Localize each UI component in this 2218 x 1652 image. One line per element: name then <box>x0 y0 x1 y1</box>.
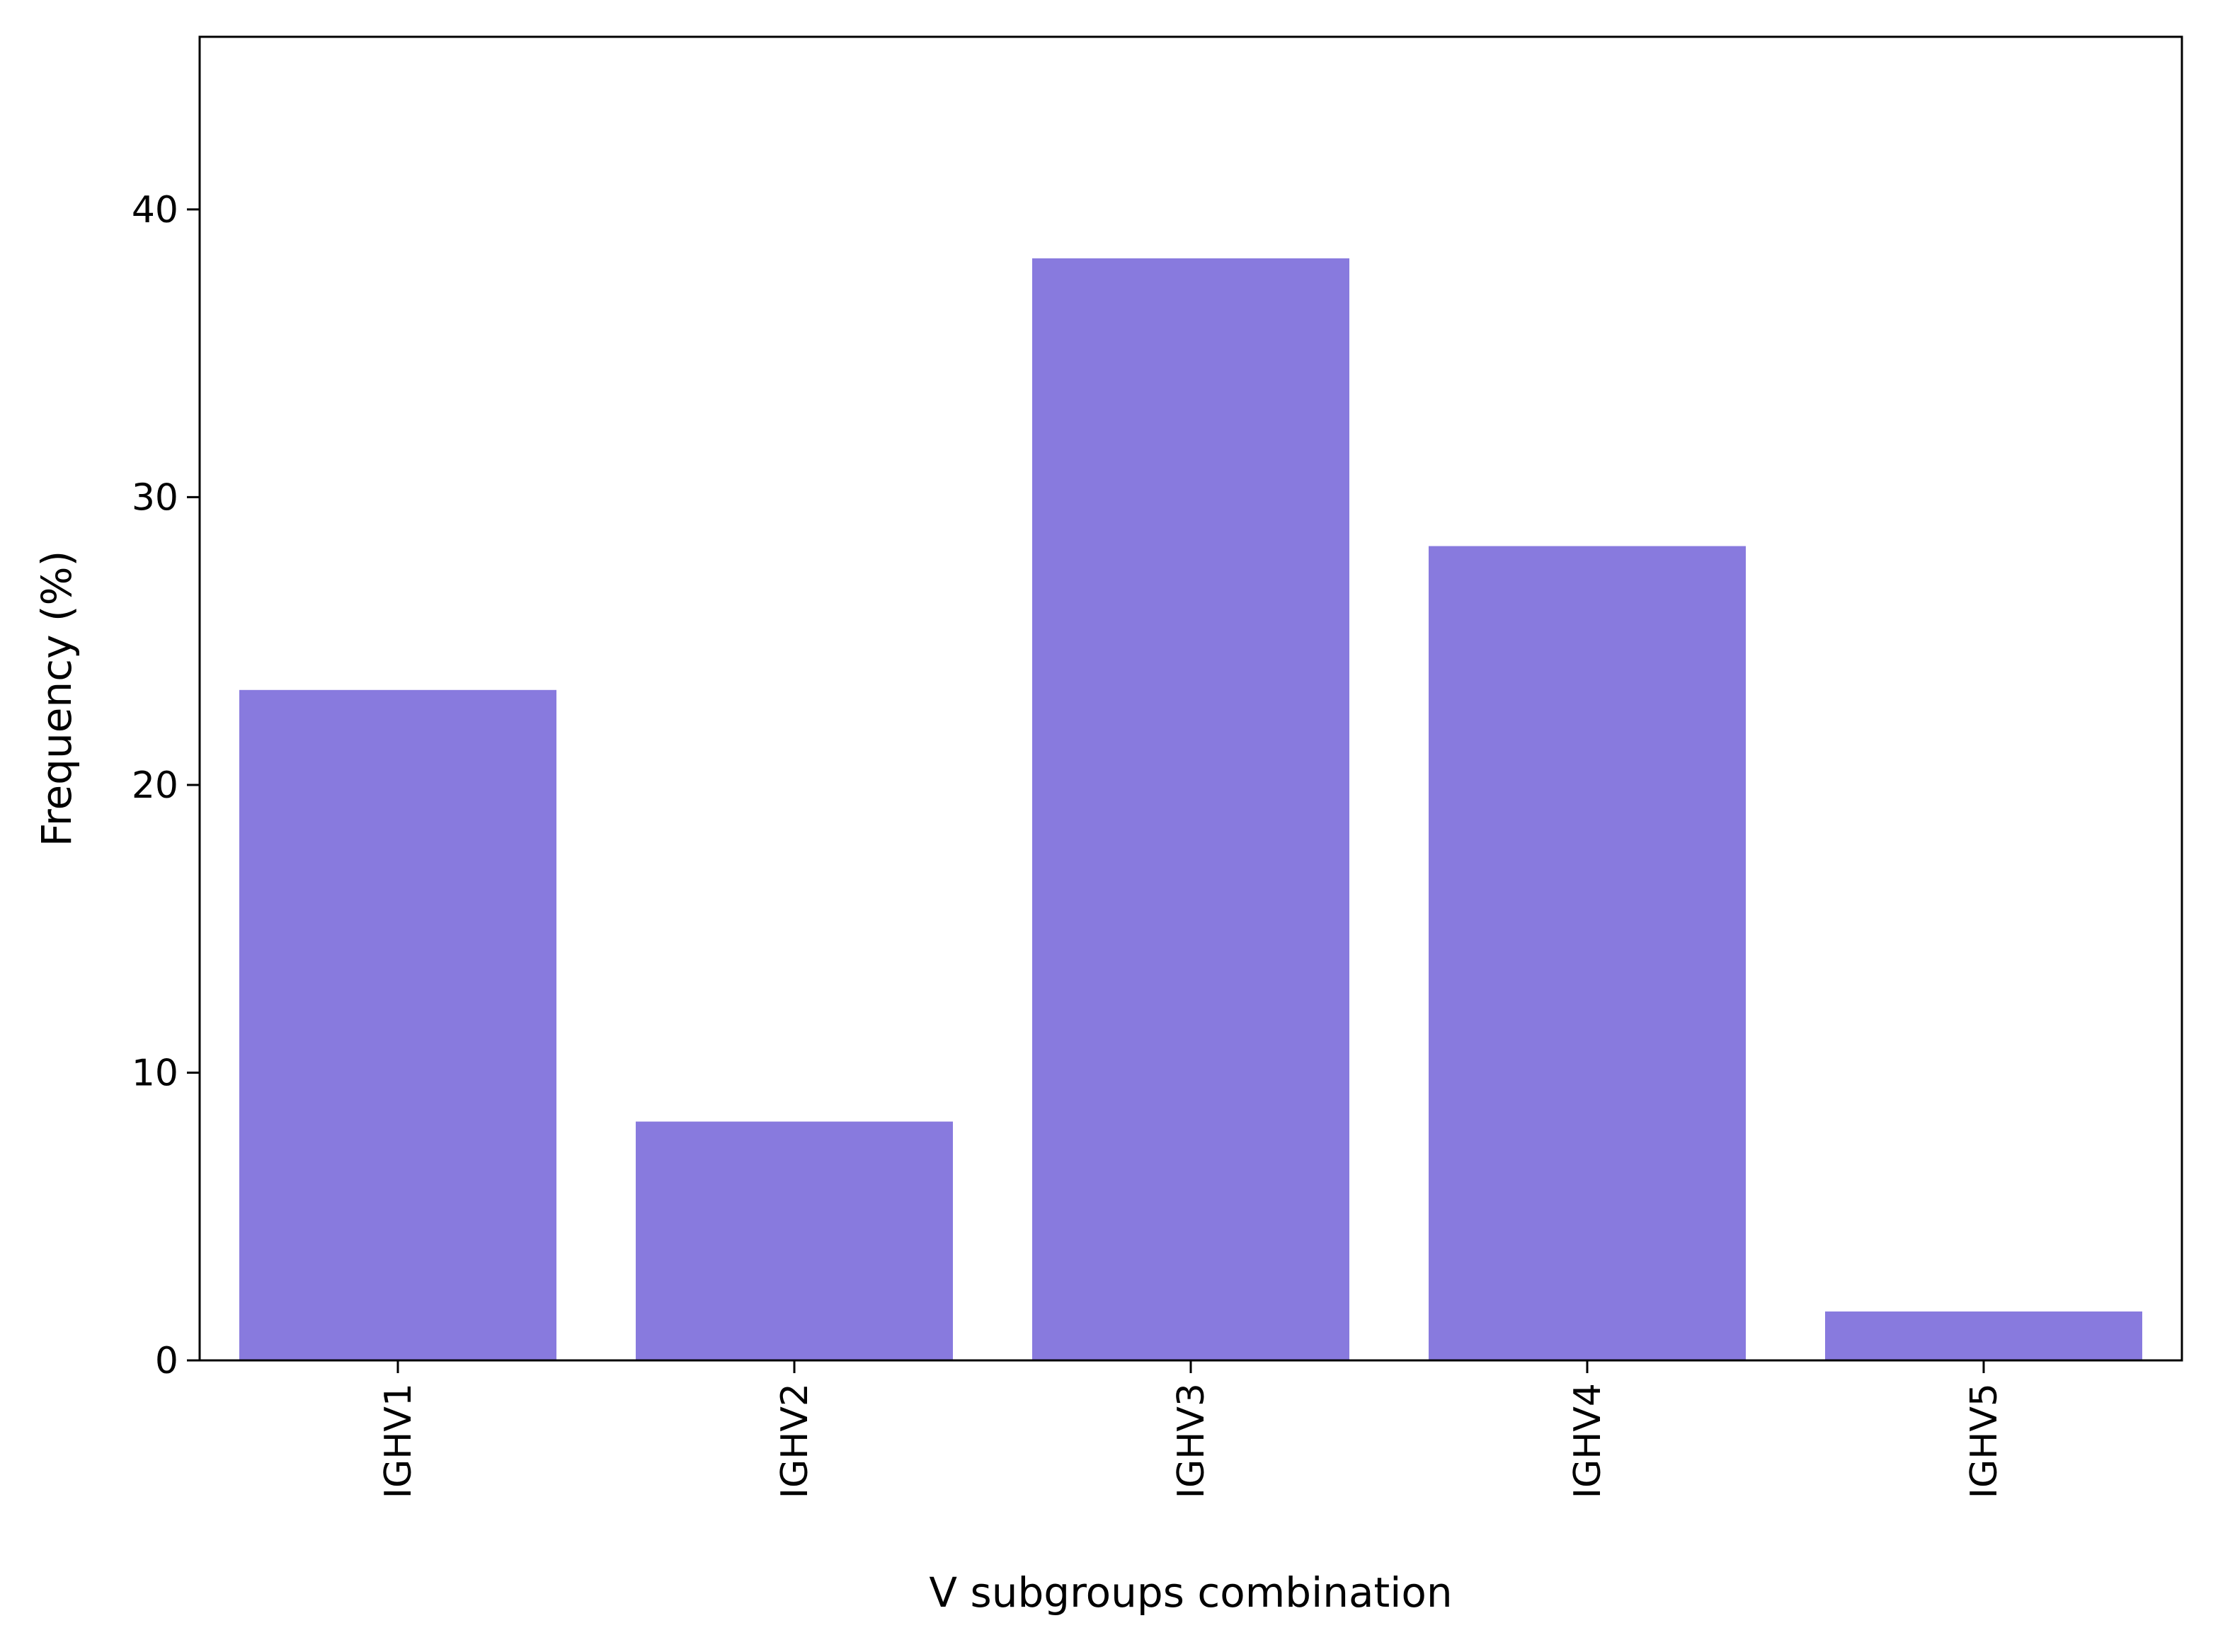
x-axis-label: V subgroups combination <box>929 1568 1452 1617</box>
bar-ighv5 <box>1825 1311 2142 1360</box>
plot-frame <box>198 35 2183 1362</box>
y-tick-label: 40 <box>132 189 178 231</box>
bar-ighv3 <box>1032 258 1349 1360</box>
x-tick-label: IGHV2 <box>774 1383 816 1498</box>
x-tick-label: IGHV5 <box>1963 1383 2006 1498</box>
bars-group <box>239 258 2142 1360</box>
y-tick-label: 30 <box>132 476 178 519</box>
bar-ighv4 <box>1429 546 1746 1360</box>
bar-ighv1 <box>239 689 556 1360</box>
y-axis-ticks: 0 10 20 30 40 <box>132 189 200 1382</box>
y-tick-label: 20 <box>132 764 178 807</box>
x-tick-label: IGHV3 <box>1170 1383 1213 1498</box>
y-tick-label: 0 <box>155 1340 178 1382</box>
bar-ighv2 <box>636 1121 953 1360</box>
x-tick-label: IGHV4 <box>1567 1383 1609 1498</box>
x-axis-ticks: IGHV1 IGHV2 IGHV3 IGHV4 IGHV5 <box>377 1360 2006 1498</box>
x-tick-label: IGHV1 <box>377 1383 420 1498</box>
y-tick-label: 10 <box>132 1052 178 1094</box>
y-axis-label: Frequency (%) <box>33 551 81 847</box>
